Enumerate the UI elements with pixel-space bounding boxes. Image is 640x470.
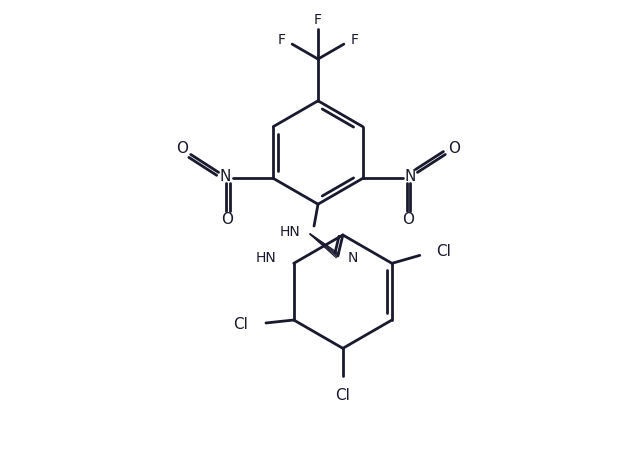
Text: F: F [314,13,322,27]
Text: N: N [348,251,358,265]
Text: O: O [221,212,234,227]
Text: O: O [448,141,460,156]
Text: N: N [220,169,231,184]
Text: Cl: Cl [335,388,350,402]
Text: O: O [176,141,188,156]
Text: F: F [277,33,285,47]
Text: HN: HN [255,251,276,266]
Text: N: N [405,169,416,184]
Text: Cl: Cl [233,317,248,332]
Text: Cl: Cl [436,244,451,259]
Text: O: O [403,212,415,227]
Text: F: F [351,33,359,47]
Text: HN: HN [280,225,300,239]
